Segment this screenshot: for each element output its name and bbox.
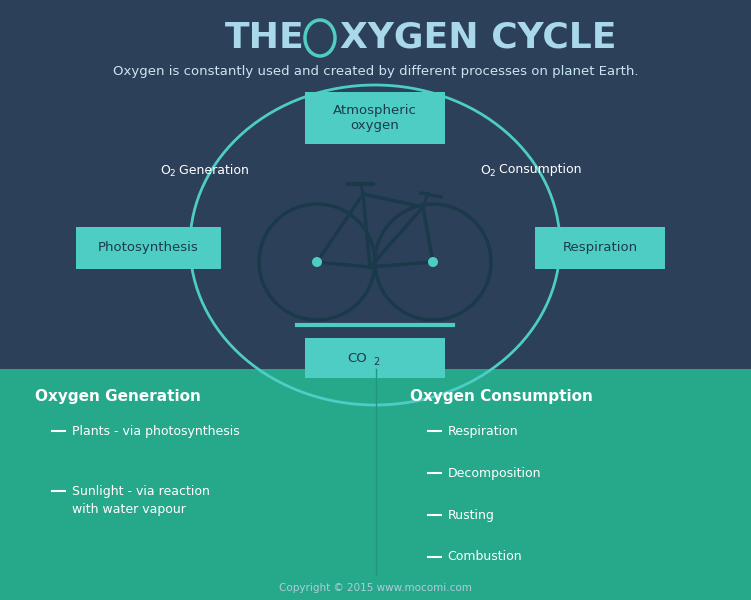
Bar — [535, 227, 665, 269]
Text: O: O — [480, 163, 490, 176]
Bar — [76, 227, 221, 269]
Ellipse shape — [312, 257, 322, 267]
Bar — [0, 369, 751, 600]
Text: Consumption: Consumption — [495, 163, 581, 176]
Text: Oxygen is constantly used and created by different processes on planet Earth.: Oxygen is constantly used and created by… — [113, 65, 638, 79]
Text: Plants - via photosynthesis: Plants - via photosynthesis — [72, 425, 240, 437]
Text: Respiration: Respiration — [448, 425, 518, 437]
Text: 2: 2 — [373, 357, 379, 367]
Text: Rusting: Rusting — [448, 509, 494, 521]
Bar — [0, 0, 751, 369]
Text: with water vapour: with water vapour — [72, 503, 186, 515]
Text: Decomposition: Decomposition — [448, 467, 541, 479]
Text: Sunlight - via reaction: Sunlight - via reaction — [72, 485, 210, 497]
Text: O: O — [160, 163, 170, 176]
Text: Oxygen Generation: Oxygen Generation — [35, 389, 201, 404]
Text: Copyright © 2015 www.mocomi.com: Copyright © 2015 www.mocomi.com — [279, 583, 472, 593]
Ellipse shape — [428, 257, 438, 267]
Bar — [305, 338, 445, 378]
Text: Generation: Generation — [175, 163, 249, 176]
Text: 2: 2 — [489, 169, 495, 179]
Bar — [305, 92, 445, 144]
Text: Atmospheric
oxygen: Atmospheric oxygen — [333, 104, 417, 132]
Text: CO: CO — [347, 352, 367, 364]
Text: Oxygen Consumption: Oxygen Consumption — [411, 389, 593, 404]
Text: Photosynthesis: Photosynthesis — [98, 241, 198, 254]
Text: THE: THE — [225, 21, 305, 55]
Text: Combustion: Combustion — [448, 551, 522, 563]
Text: Respiration: Respiration — [562, 241, 638, 254]
Text: 2: 2 — [169, 169, 175, 179]
Text: XYGEN CYCLE: XYGEN CYCLE — [340, 21, 617, 55]
